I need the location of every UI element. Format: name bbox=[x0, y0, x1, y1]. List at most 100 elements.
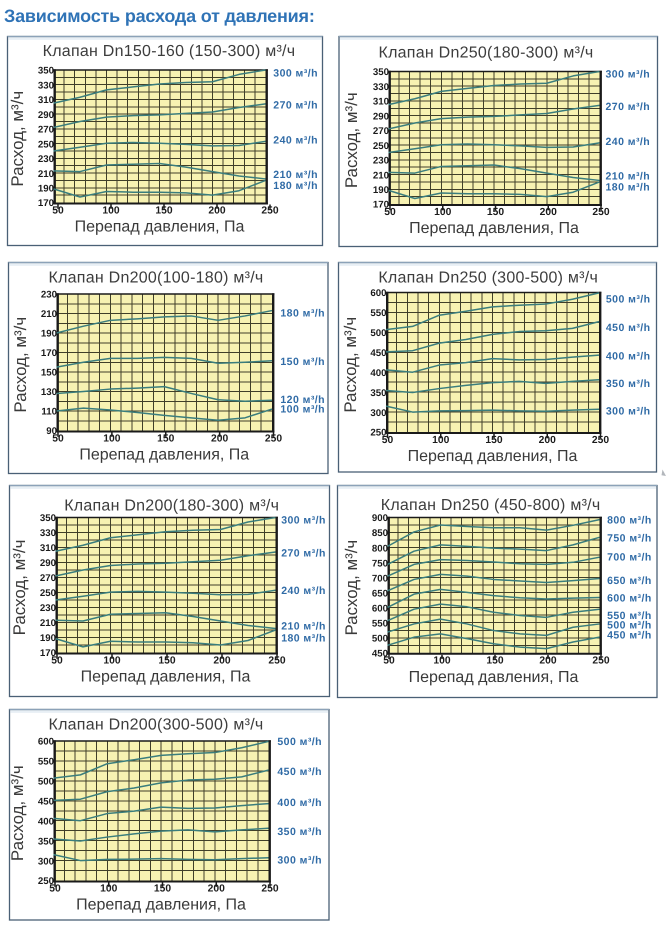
svg-text:Перепад давления, Па: Перепад давления, Па bbox=[81, 669, 251, 686]
svg-text:50: 50 bbox=[382, 435, 394, 446]
svg-text:450: 450 bbox=[372, 649, 388, 660]
svg-text:50: 50 bbox=[384, 207, 396, 218]
svg-text:240 м³/h: 240 м³/h bbox=[273, 134, 318, 146]
svg-text:Клапан Dn200(180-300) м³/ч: Клапан Dn200(180-300) м³/ч bbox=[64, 498, 279, 515]
svg-text:100: 100 bbox=[433, 656, 450, 667]
svg-text:230: 230 bbox=[40, 603, 56, 614]
svg-text:250: 250 bbox=[592, 207, 609, 218]
svg-text:210: 210 bbox=[38, 169, 54, 180]
svg-text:650 м³/h: 650 м³/h bbox=[607, 575, 652, 587]
svg-text:150: 150 bbox=[486, 656, 503, 667]
svg-text:Клапан Dn150-160 (150-300) м³/: Клапан Dn150-160 (150-300) м³/ч bbox=[43, 43, 296, 60]
svg-text:250: 250 bbox=[373, 141, 389, 152]
svg-text:230: 230 bbox=[373, 156, 389, 167]
svg-text:350: 350 bbox=[38, 66, 54, 77]
svg-text:400: 400 bbox=[370, 368, 386, 379]
svg-text:290: 290 bbox=[40, 558, 56, 569]
svg-text:230: 230 bbox=[38, 154, 54, 165]
svg-text:600: 600 bbox=[370, 288, 386, 299]
svg-text:400: 400 bbox=[38, 816, 54, 827]
svg-text:250: 250 bbox=[261, 205, 278, 216]
svg-text:450 м³/h: 450 м³/h bbox=[277, 766, 322, 778]
svg-text:270 м³/h: 270 м³/h bbox=[606, 101, 651, 113]
svg-text:Клапан Dn250(180-300) м³/ч: Клапан Dn250(180-300) м³/ч bbox=[379, 45, 594, 62]
svg-text:330: 330 bbox=[373, 82, 389, 93]
svg-text:110: 110 bbox=[41, 407, 57, 418]
svg-text:210: 210 bbox=[373, 170, 389, 181]
svg-text:230: 230 bbox=[41, 290, 57, 301]
svg-text:250: 250 bbox=[370, 428, 386, 439]
svg-text:350 м³/h: 350 м³/h bbox=[277, 826, 322, 838]
svg-text:270: 270 bbox=[373, 126, 389, 137]
svg-text:450 м³/h: 450 м³/h bbox=[607, 630, 652, 642]
svg-text:240 м³/h: 240 м³/h bbox=[281, 585, 326, 597]
svg-text:250: 250 bbox=[592, 656, 609, 667]
svg-text:130: 130 bbox=[41, 387, 57, 398]
svg-text:Клапан Dn200(300-500) м³/ч: Клапан Dn200(300-500) м³/ч bbox=[49, 717, 264, 734]
svg-text:Клапан Dn200(100-180) м³/ч: Клапан Dn200(100-180) м³/ч bbox=[49, 270, 264, 287]
svg-text:300 м³/h: 300 м³/h bbox=[273, 67, 318, 79]
svg-text:Перепад давления, Па: Перепад давления, Па bbox=[79, 447, 249, 464]
svg-text:Перепад давления, Па: Перепад давления, Па bbox=[408, 448, 578, 465]
svg-text:250: 250 bbox=[38, 139, 54, 150]
svg-text:100: 100 bbox=[434, 207, 451, 218]
svg-text:170: 170 bbox=[373, 200, 389, 211]
svg-text:250: 250 bbox=[261, 883, 278, 894]
svg-text:200: 200 bbox=[540, 207, 557, 218]
svg-text:100: 100 bbox=[432, 435, 449, 446]
svg-text:800: 800 bbox=[372, 543, 388, 554]
svg-text:150: 150 bbox=[41, 368, 57, 379]
svg-text:100: 100 bbox=[103, 655, 120, 666]
svg-text:300 м³/h: 300 м³/h bbox=[606, 406, 651, 418]
svg-text:750 м³/h: 750 м³/h bbox=[607, 532, 652, 544]
svg-text:210: 210 bbox=[40, 618, 56, 629]
svg-text:550: 550 bbox=[38, 757, 54, 768]
svg-text:Расход, м³/ч: Расход, м³/ч bbox=[342, 92, 361, 188]
svg-text:250: 250 bbox=[40, 588, 56, 599]
svg-text:550: 550 bbox=[370, 308, 386, 319]
svg-text:350: 350 bbox=[373, 67, 389, 78]
svg-text:450: 450 bbox=[38, 796, 54, 807]
svg-text:290: 290 bbox=[38, 110, 54, 121]
svg-text:800 м³/h: 800 м³/h bbox=[607, 515, 652, 527]
svg-text:180 м³/h: 180 м³/h bbox=[273, 180, 318, 192]
svg-text:600: 600 bbox=[38, 737, 54, 748]
svg-text:180 м³/h: 180 м³/h bbox=[606, 182, 651, 194]
svg-text:Зависимость расхода от давлени: Зависимость расхода от давления: bbox=[4, 6, 315, 26]
svg-text:100 м³/h: 100 м³/h bbox=[280, 404, 325, 416]
svg-text:270 м³/h: 270 м³/h bbox=[281, 548, 326, 560]
svg-text:210 м³/h: 210 м³/h bbox=[281, 621, 326, 633]
svg-text:250: 250 bbox=[38, 876, 54, 887]
svg-text:270: 270 bbox=[40, 573, 56, 584]
svg-text:500: 500 bbox=[370, 328, 386, 339]
svg-text:330: 330 bbox=[38, 80, 54, 91]
svg-text:350 м³/h: 350 м³/h bbox=[606, 378, 651, 390]
svg-text:300: 300 bbox=[370, 408, 386, 419]
svg-text:Расход, м³/ч: Расход, м³/ч bbox=[341, 317, 360, 413]
svg-text:600: 600 bbox=[372, 603, 388, 614]
svg-text:300 м³/h: 300 м³/h bbox=[606, 69, 651, 81]
svg-text:120 м³/h: 120 м³/h bbox=[280, 394, 325, 406]
svg-text:290: 290 bbox=[373, 111, 389, 122]
svg-text:310: 310 bbox=[373, 97, 389, 108]
svg-text:750: 750 bbox=[372, 558, 388, 569]
svg-text:200: 200 bbox=[539, 656, 556, 667]
svg-text:170: 170 bbox=[38, 198, 54, 209]
svg-text:50: 50 bbox=[52, 205, 64, 216]
svg-text:100: 100 bbox=[103, 433, 120, 444]
svg-text:300 м³/h: 300 м³/h bbox=[277, 855, 322, 867]
svg-text:190: 190 bbox=[41, 329, 57, 340]
svg-text:500 м³/h: 500 м³/h bbox=[607, 619, 652, 631]
svg-text:150: 150 bbox=[155, 205, 172, 216]
svg-text:180 м³/h: 180 м³/h bbox=[280, 308, 325, 320]
svg-text:100: 100 bbox=[100, 883, 117, 894]
svg-text:Расход, м³/ч: Расход, м³/ч bbox=[11, 317, 30, 413]
svg-text:210: 210 bbox=[41, 309, 57, 320]
svg-text:240 м³/h: 240 м³/h bbox=[606, 136, 651, 148]
svg-text:50: 50 bbox=[383, 656, 395, 667]
svg-text:200: 200 bbox=[213, 655, 230, 666]
svg-text:Расход, м³/ч: Расход, м³/ч bbox=[8, 91, 27, 187]
svg-text:210 м³/h: 210 м³/h bbox=[273, 169, 318, 181]
svg-text:500 м³/h: 500 м³/h bbox=[277, 736, 322, 748]
svg-text:400 м³/h: 400 м³/h bbox=[277, 797, 322, 809]
